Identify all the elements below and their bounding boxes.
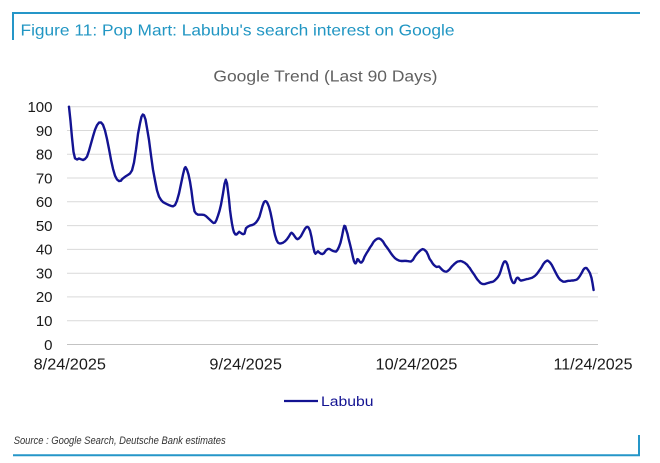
svg-text:80: 80 xyxy=(36,147,53,164)
svg-text:90: 90 xyxy=(36,123,53,140)
svg-text:Google Trend (Last 90 Days): Google Trend (Last 90 Days) xyxy=(213,68,437,85)
svg-text:10/24/2025: 10/24/2025 xyxy=(376,357,458,374)
svg-text:8/24/2025: 8/24/2025 xyxy=(34,357,106,374)
svg-text:40: 40 xyxy=(36,242,53,259)
svg-text:20: 20 xyxy=(36,289,53,306)
svg-text:Source : Google Search, Deutsc: Source : Google Search, Deutsche Bank es… xyxy=(14,435,226,447)
svg-text:Figure 11: Pop Mart: Labubu's: Figure 11: Pop Mart: Labubu's search int… xyxy=(21,22,455,39)
svg-text:100: 100 xyxy=(27,99,52,116)
svg-text:9/24/2025: 9/24/2025 xyxy=(209,357,282,374)
svg-text:70: 70 xyxy=(36,170,53,187)
svg-text:11/24/2025: 11/24/2025 xyxy=(554,357,633,374)
svg-text:60: 60 xyxy=(36,194,53,211)
svg-text:Labubu: Labubu xyxy=(321,394,374,409)
svg-text:10: 10 xyxy=(36,313,53,330)
svg-text:50: 50 xyxy=(36,218,53,235)
svg-text:0: 0 xyxy=(44,337,52,354)
svg-text:30: 30 xyxy=(36,266,53,283)
